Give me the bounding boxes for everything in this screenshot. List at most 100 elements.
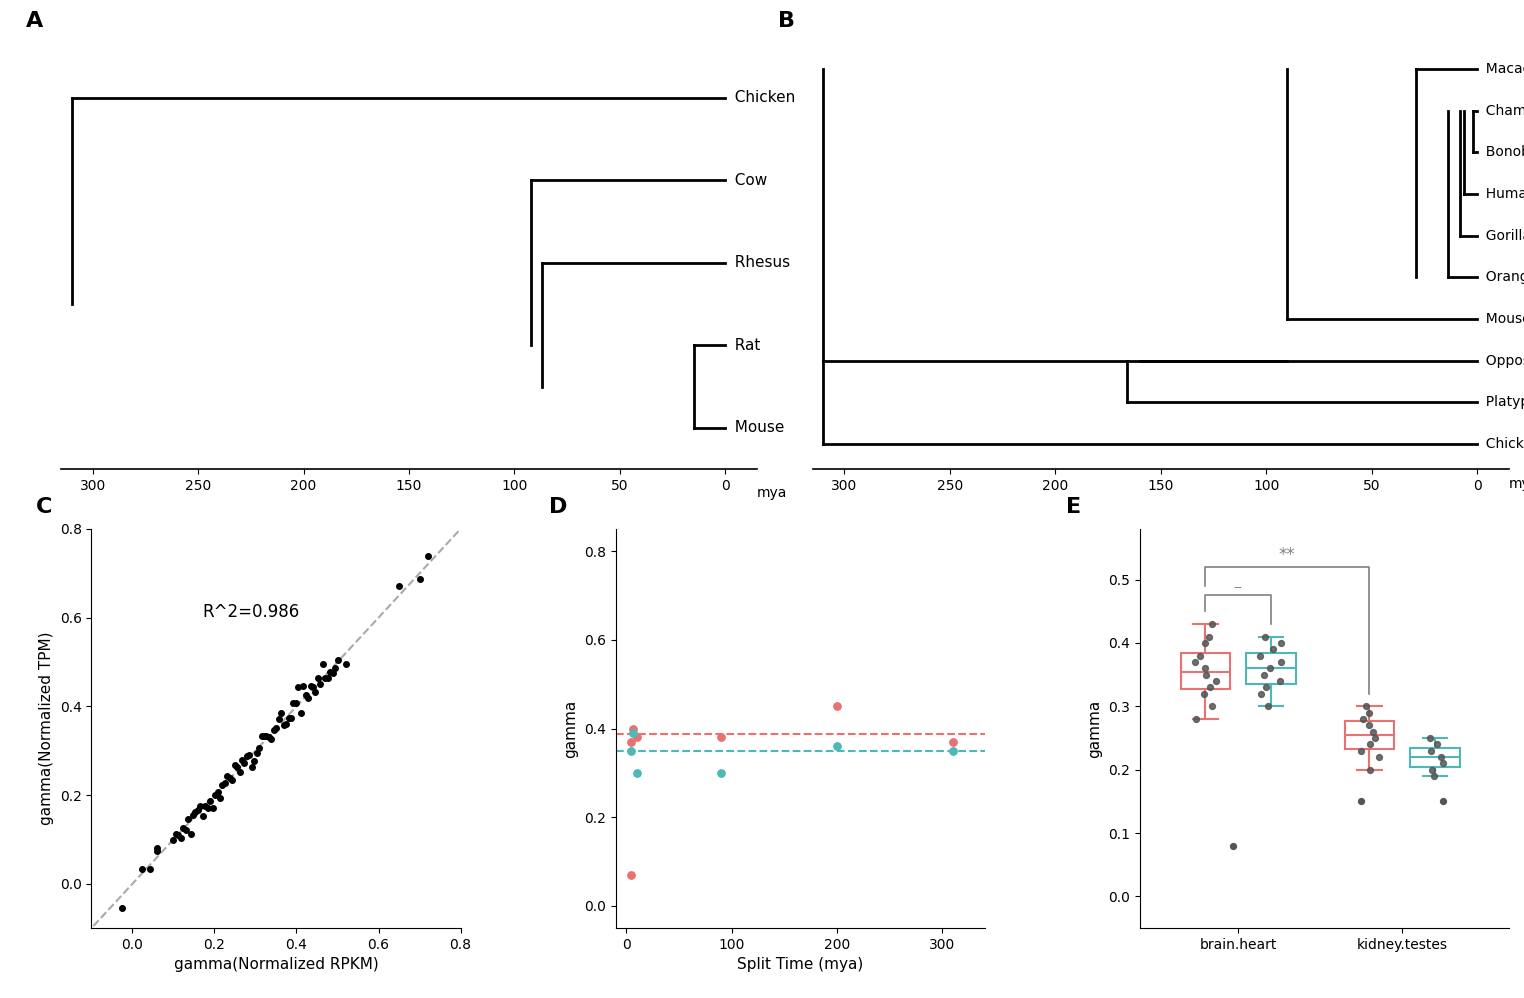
- Point: [1425, 737, 1449, 752]
- Y-axis label: gamma: gamma: [1088, 700, 1102, 757]
- Point: [1253, 629, 1277, 645]
- Point: [181, 807, 206, 823]
- Point: [1431, 793, 1455, 809]
- Point: [169, 830, 194, 846]
- Point: [1253, 667, 1277, 683]
- Point: [1349, 743, 1373, 758]
- Point: [232, 754, 256, 770]
- Point: [183, 804, 207, 820]
- Point: [1187, 648, 1212, 664]
- Text: Orangutan: Orangutan: [1477, 270, 1524, 284]
- Point: [1248, 648, 1273, 664]
- Point: [622, 721, 646, 737]
- Point: [186, 802, 210, 818]
- Text: Bonobo: Bonobo: [1477, 146, 1524, 160]
- Point: [824, 699, 849, 715]
- Point: [622, 725, 646, 741]
- Point: [1256, 699, 1280, 715]
- Point: [259, 731, 283, 747]
- Point: [223, 757, 247, 773]
- Point: [250, 728, 274, 744]
- Point: [407, 571, 431, 587]
- Point: [110, 900, 134, 916]
- Point: [1430, 749, 1454, 765]
- Point: [1349, 793, 1373, 809]
- Point: [1361, 724, 1385, 740]
- Text: Chicken: Chicken: [725, 90, 796, 105]
- Point: [1257, 661, 1282, 677]
- Point: [255, 728, 279, 744]
- Point: [219, 772, 244, 788]
- Point: [824, 739, 849, 754]
- Point: [279, 711, 303, 727]
- Point: [1355, 699, 1379, 715]
- Point: [311, 657, 335, 673]
- Point: [1204, 673, 1228, 689]
- Point: [276, 711, 300, 727]
- Text: Platypus: Platypus: [1477, 395, 1524, 409]
- Point: [320, 666, 344, 682]
- Text: **: **: [1279, 546, 1295, 564]
- Text: Mouse: Mouse: [1477, 312, 1524, 326]
- Point: [139, 861, 163, 877]
- Point: [1350, 711, 1375, 727]
- Point: [1356, 705, 1381, 721]
- Point: [210, 777, 235, 793]
- Point: [387, 578, 411, 594]
- Text: Opposum: Opposum: [1477, 353, 1524, 367]
- Point: [201, 799, 226, 815]
- Text: Gorilla: Gorilla: [1477, 229, 1524, 243]
- Point: [709, 730, 733, 746]
- Point: [294, 688, 319, 704]
- Text: C: C: [37, 497, 52, 517]
- PathPatch shape: [1181, 653, 1230, 689]
- Point: [1183, 654, 1207, 670]
- Point: [300, 679, 325, 695]
- Point: [325, 653, 349, 669]
- Point: [247, 741, 271, 756]
- Point: [288, 706, 312, 722]
- Point: [1422, 768, 1446, 784]
- Point: [308, 677, 332, 693]
- Point: [287, 679, 311, 695]
- Point: [1356, 718, 1381, 734]
- PathPatch shape: [1247, 653, 1295, 685]
- Point: [215, 767, 239, 783]
- Text: Cow: Cow: [725, 173, 768, 188]
- Point: [274, 717, 299, 733]
- Text: Mouse: Mouse: [725, 420, 785, 435]
- Point: [239, 758, 264, 774]
- Text: Macaque: Macaque: [1477, 62, 1524, 76]
- Text: --: --: [1233, 581, 1242, 594]
- Point: [323, 661, 347, 677]
- Point: [264, 720, 288, 736]
- Text: Chicken: Chicken: [1477, 437, 1524, 451]
- PathPatch shape: [1344, 721, 1394, 749]
- Point: [218, 770, 242, 786]
- Point: [195, 800, 219, 816]
- Point: [175, 811, 200, 827]
- Point: [166, 826, 190, 842]
- Point: [619, 743, 643, 758]
- Point: [1358, 737, 1382, 752]
- Point: [244, 746, 268, 761]
- Point: [190, 808, 215, 824]
- Point: [1417, 731, 1442, 747]
- Point: [1221, 837, 1245, 853]
- Point: [226, 758, 250, 774]
- Point: [207, 790, 232, 806]
- Point: [1268, 673, 1292, 689]
- Text: mya: mya: [757, 486, 788, 500]
- Point: [251, 729, 276, 745]
- Point: [334, 656, 358, 672]
- Point: [625, 730, 649, 746]
- Point: [238, 747, 262, 762]
- Point: [194, 798, 218, 814]
- Point: [709, 764, 733, 780]
- Point: [227, 763, 251, 779]
- PathPatch shape: [1410, 748, 1460, 766]
- Point: [303, 684, 328, 700]
- X-axis label: Split Time (mya): Split Time (mya): [738, 957, 863, 972]
- Point: [299, 679, 323, 695]
- Point: [1193, 635, 1218, 651]
